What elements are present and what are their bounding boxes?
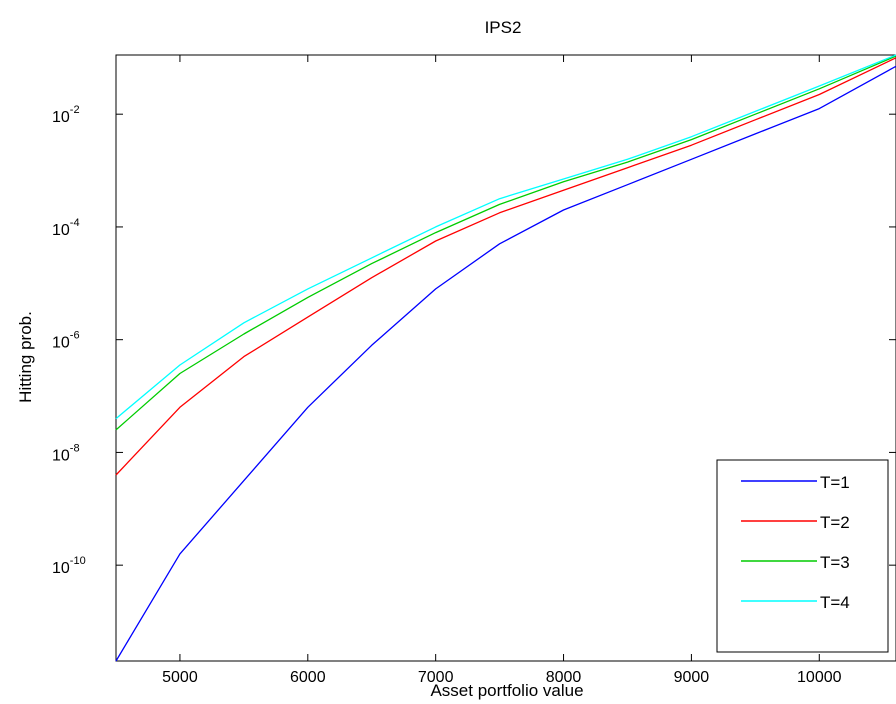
y-tick-label: 10-4	[52, 217, 80, 239]
x-tick-label: 8000	[546, 669, 582, 686]
legend-box	[716, 459, 889, 653]
y-tick-exponent: -2	[70, 104, 80, 116]
y-tick-exponent: -8	[70, 442, 80, 454]
y-tick-exponent: -10	[70, 555, 86, 567]
legend-label: T=3	[820, 553, 850, 572]
chart-title: IPS2	[485, 18, 522, 37]
y-tick-label: 10-8	[52, 442, 80, 464]
series-line-t-3	[115, 55, 896, 431]
legend-label: T=4	[820, 593, 850, 612]
y-tick-exponent: -6	[70, 330, 80, 342]
y-tick-exponent: -4	[70, 217, 80, 229]
x-tick-label: 6000	[290, 669, 326, 686]
y-tick-label: 10-2	[52, 104, 80, 126]
y-tick-label: 10-10	[52, 555, 86, 577]
x-axis-label: Asset portfolio value	[430, 681, 583, 700]
y-axis-label: Hitting prob.	[16, 311, 35, 403]
x-tick-label: 10000	[797, 669, 842, 686]
y-tick-base: 10	[52, 222, 70, 239]
y-tick-base: 10	[52, 447, 70, 464]
y-tick-label: 10-6	[52, 330, 80, 352]
legend: T=1 T=2 T=3 T=4	[716, 459, 889, 653]
y-tick-base: 10	[52, 335, 70, 352]
x-tick-label: 7000	[418, 669, 454, 686]
x-tick-label: 5000	[162, 669, 198, 686]
series-lines	[115, 54, 896, 662]
series-line-t-1	[115, 65, 896, 662]
series-line-t-2	[115, 57, 896, 476]
legend-label: T=2	[820, 513, 850, 532]
y-tick-base: 10	[52, 560, 70, 577]
y-axis: 10-210-410-610-810-10	[52, 104, 896, 577]
y-tick-base: 10	[52, 109, 70, 126]
series-line-t-4	[115, 54, 896, 420]
x-axis: 5000 6000 7000 8000 9000 10000	[162, 55, 842, 686]
x-tick-label: 9000	[674, 669, 710, 686]
legend-label: T=1	[820, 473, 850, 492]
